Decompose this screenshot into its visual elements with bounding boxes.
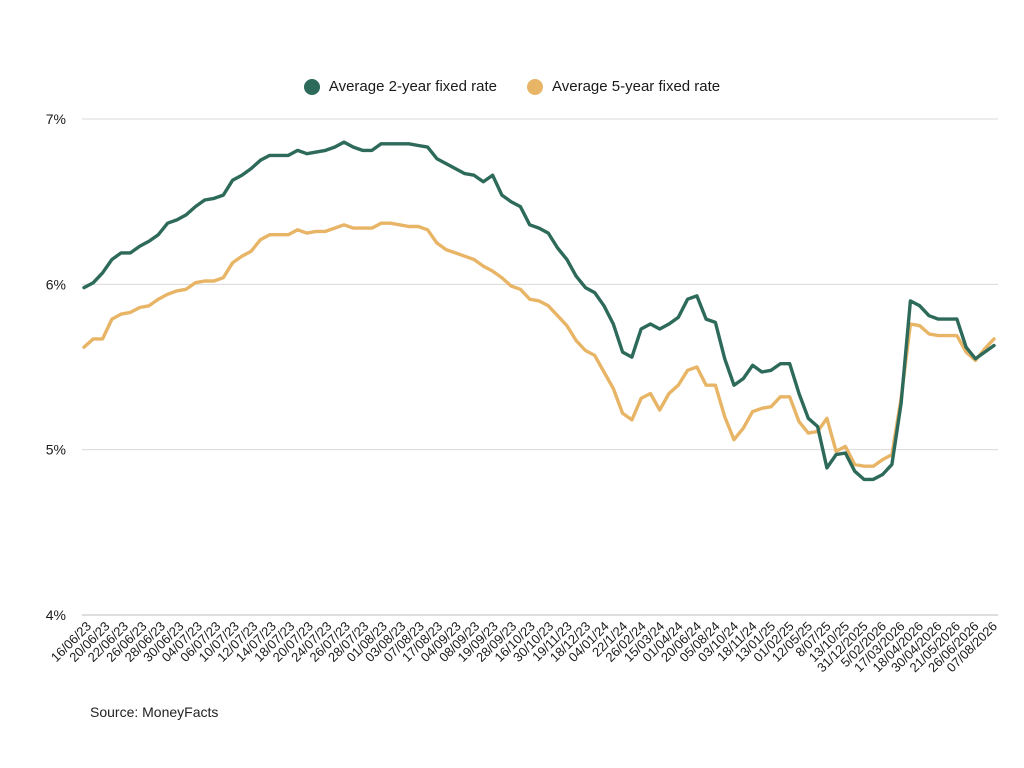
legend-item-5yr[interactable]: Average 5-year fixed rate — [527, 78, 720, 95]
legend-swatch-5yr — [527, 78, 543, 95]
legend-label-2yr: Average 2-year fixed rate — [328, 78, 497, 95]
y-tick-label: 4% — [46, 607, 66, 623]
series-line-2yr — [82, 140, 996, 482]
y-tick-label: 7% — [46, 111, 66, 127]
legend-item-2yr[interactable]: Average 2-year fixed rate — [303, 78, 497, 95]
legend-label-5yr: Average 5-year fixed rate — [552, 78, 721, 95]
legend-swatch-2yr — [303, 78, 320, 95]
legend: Average 2-year fixed rate Average 5-year… — [0, 78, 1024, 95]
line-chart: 4%5%6%7%16/06/2320/06/2322/06/2326/06/23… — [46, 111, 1000, 675]
y-tick-label: 5% — [46, 442, 66, 458]
source-note: Source: MoneyFacts — [90, 704, 219, 720]
series-line-5yr — [82, 221, 996, 468]
y-tick-label: 6% — [46, 276, 66, 292]
